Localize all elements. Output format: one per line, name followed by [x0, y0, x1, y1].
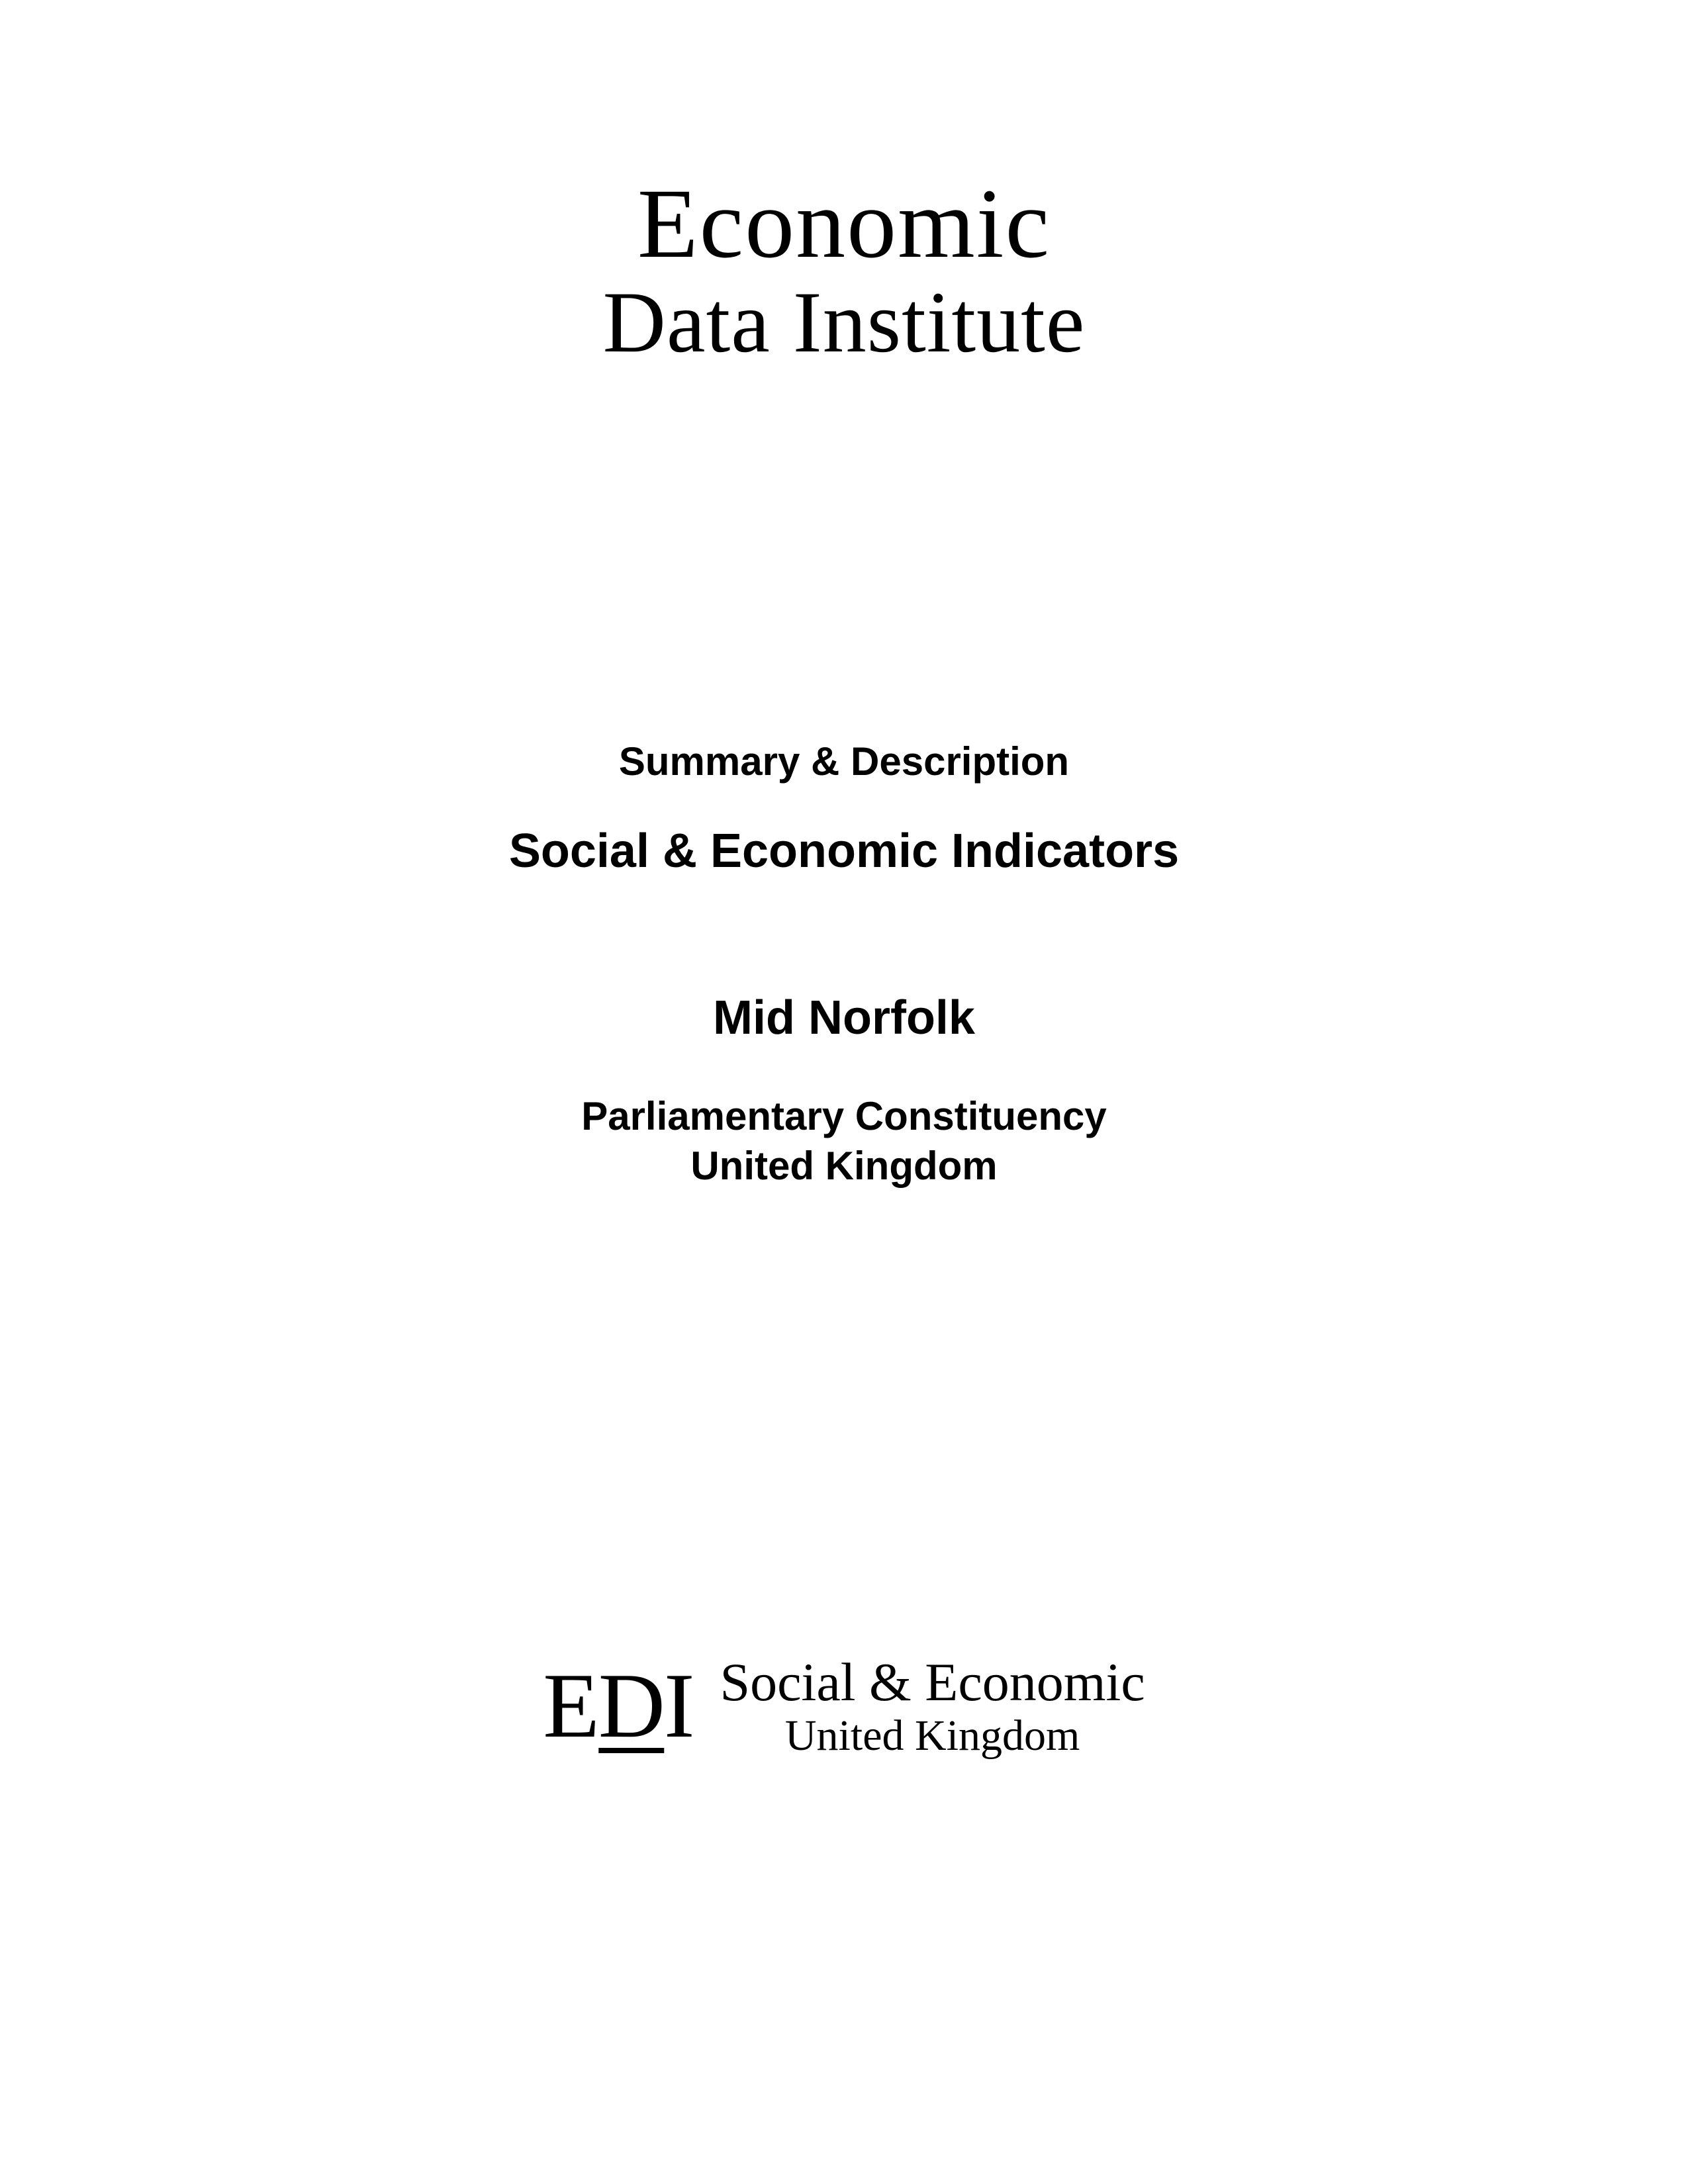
- edi-mark-e: E: [543, 1660, 598, 1752]
- footer-text: Social & Economic United Kingdom: [720, 1653, 1145, 1760]
- subtitle-line1: Parliamentary Constituency: [509, 1091, 1179, 1141]
- footer-text-line2: United Kingdom: [720, 1712, 1145, 1760]
- main-title: Social & Economic Indicators: [509, 824, 1179, 878]
- title-block: Summary & Description Social & Economic …: [509, 739, 1179, 1191]
- edi-mark-d: D: [598, 1666, 664, 1753]
- document-page: Economic Data Institute Summary & Descri…: [0, 0, 1688, 2184]
- footer-text-line1: Social & Economic: [720, 1653, 1145, 1712]
- header-logo: Economic Data Institute: [603, 172, 1086, 368]
- footer-logo: EDI Social & Economic United Kingdom: [543, 1653, 1145, 1760]
- subtitle-line2: United Kingdom: [509, 1141, 1179, 1191]
- edi-mark: EDI: [543, 1660, 693, 1753]
- summary-label: Summary & Description: [509, 739, 1179, 784]
- header-logo-line1: Economic: [603, 172, 1086, 277]
- header-logo-line2: Data Institute: [603, 277, 1086, 369]
- region-name: Mid Norfolk: [509, 991, 1179, 1045]
- edi-mark-i: I: [664, 1660, 694, 1752]
